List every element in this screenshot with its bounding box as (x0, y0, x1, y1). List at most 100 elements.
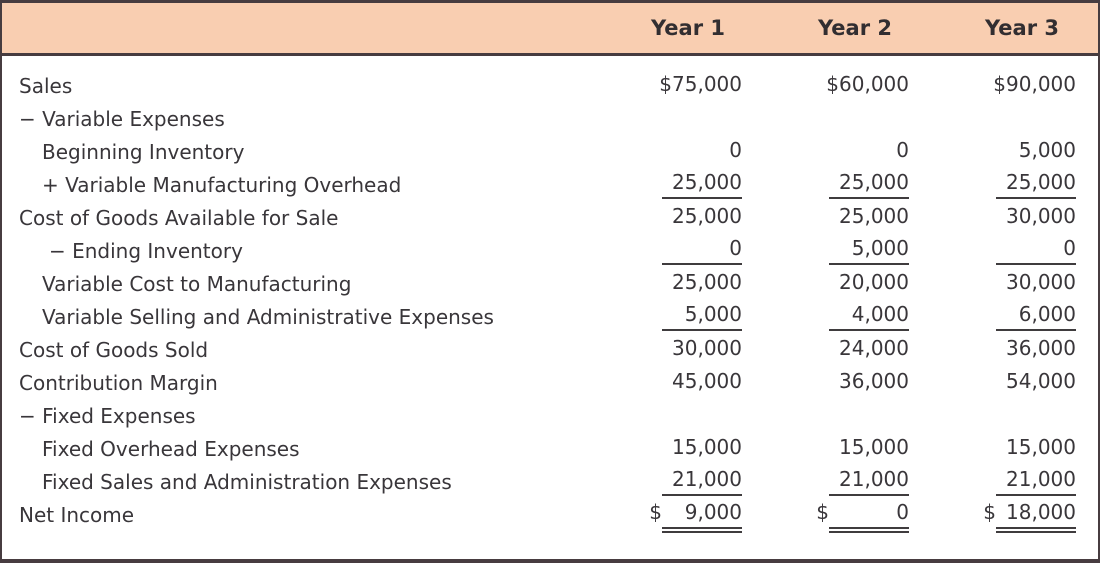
cell-year-3 (909, 399, 1076, 432)
row-label: + Variable Manufacturing Overhead (42, 172, 402, 197)
table-row: − Ending Inventory 0 5,000 0 (2, 234, 1098, 267)
cell-year-2: 4,000 (742, 300, 909, 333)
table-row: Cost of Goods Available for Sale 25,000 25… (2, 201, 1098, 234)
row-right-spacer (1076, 333, 1098, 366)
row-label: Variable Selling and Administrative Expe… (42, 304, 494, 329)
cell-year-1: $75,000 (575, 55, 742, 103)
cell-amount: $75,000 (659, 72, 742, 96)
table-row: − Fixed Expenses (2, 399, 1098, 432)
cell-year-1: 45,000 (575, 366, 742, 399)
cell-year-2: $0 (742, 498, 909, 533)
header-row: Year 1 Year 2 Year 3 (2, 3, 1098, 56)
cell-amount: 0 (662, 236, 742, 265)
header-label-spacer (2, 3, 575, 56)
table-row: Variable Selling and Administrative Expe… (2, 300, 1098, 333)
cell-year-2: 24,000 (742, 333, 909, 366)
cell-amount: 25,000 (662, 170, 742, 199)
row-right-spacer (1076, 432, 1098, 465)
cell-year-1: 0 (575, 234, 742, 267)
cell-amount: $60,000 (826, 72, 909, 96)
cell-amount: 21,000 (662, 467, 742, 496)
dollar-sign: $ (983, 500, 996, 524)
table-header: Year 1 Year 2 Year 3 (2, 3, 1098, 56)
row-right-spacer (1076, 498, 1098, 531)
cell-year-3: 54,000 (909, 366, 1076, 399)
table-body: Sales $75,000 $60,000 $90,000 − Variable Exp… (2, 55, 1098, 533)
cell-year-2 (742, 102, 909, 135)
table-row: Beginning Inventory 0 0 5,000 (2, 135, 1098, 168)
cell-amount: 4,000 (829, 302, 909, 331)
header-right-spacer (1076, 3, 1098, 56)
row-label: Fixed Overhead Expenses (42, 436, 300, 461)
row-right-spacer (1076, 234, 1098, 267)
table-row: Cost of Goods Sold 30,000 24,000 36,000 (2, 333, 1098, 366)
cell-amount: 30,000 (672, 336, 742, 360)
cell-year-3: $18,000 (909, 498, 1076, 533)
cell-amount: 5,000 (662, 302, 742, 331)
cell-year-3: 30,000 (909, 267, 1076, 300)
cell-year-2: 25,000 (742, 201, 909, 234)
cell-amount: 45,000 (672, 369, 742, 393)
cell-amount: 25,000 (839, 204, 909, 228)
cell-amount: 0 (996, 236, 1076, 265)
row-label: Variable Cost to Manufacturing (42, 271, 352, 296)
cell-amount: 18,000 (996, 500, 1076, 533)
cell-year-3 (909, 102, 1076, 135)
cell-year-1: 21,000 (575, 465, 742, 498)
cell-year-2: 15,000 (742, 432, 909, 465)
row-label: Cost of Goods Sold (19, 337, 209, 362)
cell-amount: $90,000 (993, 72, 1076, 96)
row-label: − Fixed Expenses (19, 403, 196, 428)
row-label: − Variable Expenses (19, 106, 225, 131)
row-label: Cost of Goods Available for Sale (19, 205, 339, 230)
row-label: − Ending Inventory (49, 238, 243, 263)
row-right-spacer (1076, 55, 1098, 103)
header-year-3: Year 3 (909, 3, 1076, 56)
table-row: Net Income $9,000 $0 $18,000 (2, 498, 1098, 533)
cell-year-1: 15,000 (575, 432, 742, 465)
cell-amount: 25,000 (672, 270, 742, 294)
cell-year-1: 25,000 (575, 201, 742, 234)
cell-year-1 (575, 102, 742, 135)
table-row: + Variable Manufacturing Overhead 25,000 2… (2, 168, 1098, 201)
cell-year-3: 6,000 (909, 300, 1076, 333)
cell-amount: 15,000 (839, 435, 909, 459)
table-row: − Variable Expenses (2, 102, 1098, 135)
cell-amount: 15,000 (1006, 435, 1076, 459)
cell-year-2: $60,000 (742, 55, 909, 103)
table-row: Fixed Sales and Administration Expenses 2… (2, 465, 1098, 498)
table-row: Variable Cost to Manufacturing 25,000 20,0… (2, 267, 1098, 300)
row-right-spacer (1076, 399, 1098, 432)
cell-amount: 5,000 (829, 236, 909, 265)
cell-year-1: 30,000 (575, 333, 742, 366)
cell-year-2: 36,000 (742, 366, 909, 399)
cell-year-2: 5,000 (742, 234, 909, 267)
cell-amount: 25,000 (996, 170, 1076, 199)
cell-year-2: 25,000 (742, 168, 909, 201)
income-statement-table: Year 1 Year 2 Year 3 Sales $75,000 $60,000… (2, 3, 1098, 533)
cell-year-1: 25,000 (575, 267, 742, 300)
table-row: Fixed Overhead Expenses 15,000 15,000 15,00… (2, 432, 1098, 465)
row-right-spacer (1076, 366, 1098, 399)
cell-year-1: 25,000 (575, 168, 742, 201)
cell-year-2 (742, 399, 909, 432)
cell-year-3: 0 (909, 234, 1076, 267)
cell-year-2: 20,000 (742, 267, 909, 300)
cell-year-1: $9,000 (575, 498, 742, 533)
cell-amount: 30,000 (1006, 270, 1076, 294)
row-label: Fixed Sales and Administration Expenses (42, 469, 452, 494)
cell-amount: 24,000 (839, 336, 909, 360)
header-year-2: Year 2 (742, 3, 909, 56)
cell-year-3: 36,000 (909, 333, 1076, 366)
cell-amount: 0 (896, 138, 909, 162)
header-year-1: Year 1 (575, 3, 742, 56)
cell-amount: 9,000 (662, 500, 742, 533)
cell-amount: 6,000 (996, 302, 1076, 331)
cell-amount: 15,000 (672, 435, 742, 459)
cell-year-2: 21,000 (742, 465, 909, 498)
cell-year-3: 30,000 (909, 201, 1076, 234)
cell-amount: 20,000 (839, 270, 909, 294)
cell-year-1: 5,000 (575, 300, 742, 333)
row-label: Net Income (19, 502, 135, 527)
cell-year-3: 15,000 (909, 432, 1076, 465)
